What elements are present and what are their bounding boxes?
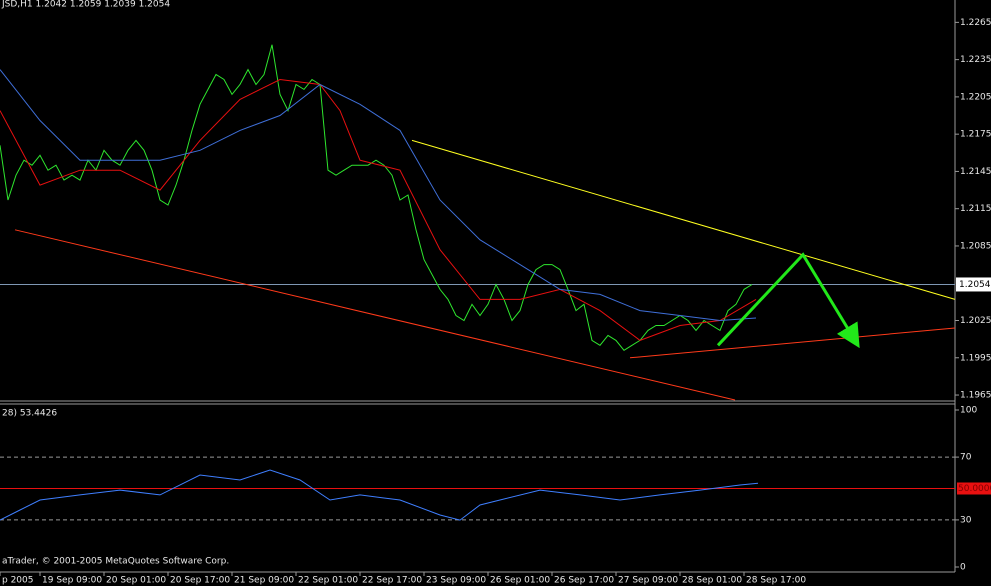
current-price-box [956,277,991,292]
x-tick-label: 26 Sep 17:00 [554,576,614,586]
x-tick-label: 22 Sep 17:00 [362,576,422,586]
x-tick-label: 27 Sep 09:00 [618,576,678,586]
y-tick-label: 1.2205 [960,92,991,102]
y-tick-label: 1.1995 [960,353,991,363]
y-tick-label: 0 [960,563,966,573]
series-line [0,78,757,341]
x-tick-label: 20 Sep 01:00 [106,576,166,586]
x-tick-label: 21 Sep 09:00 [234,576,294,586]
x-tick-label: 28 Sep 01:00 [682,576,742,586]
forecast-arrow [716,252,860,349]
x-tick-label: 22 Sep 01:00 [298,576,358,586]
series-line [14,229,736,401]
series-line [411,139,956,300]
copyright: aTrader, © 2001-2005 MetaQuotes Software… [2,557,229,567]
current-price-label: 1.2054 [959,280,991,290]
series-line [629,327,956,359]
chart-header: JSD,H1 1.2042 1.2059 1.2039 1.2054 [1,0,170,10]
y-tick-label: 1.2115 [960,204,991,214]
y-tick-label: 70 [960,453,972,463]
level-label: 50.0000 [958,484,991,494]
x-tick-label: 19 Sep 09:00 [42,576,102,586]
y-tick-label: 100 [960,406,977,416]
series-line [0,469,759,521]
y-tick-label: 1.2235 [960,55,991,65]
y-tick-label: 1.2085 [960,241,991,251]
x-tick-label: 20 Sep 17:00 [170,576,230,586]
x-tick-label: 26 Sep 01:00 [490,576,550,586]
x-tick-label: 28 Sep 17:00 [746,576,806,586]
x-tick-label: p 2005 [2,576,33,586]
y-tick-label: 1.2145 [960,167,991,177]
y-tick-label: 30 [960,515,972,525]
series-line [0,69,757,322]
x-tick-label: 23 Sep 09:00 [426,576,486,586]
y-tick-label: 1.2025 [960,316,991,326]
series-line [0,44,753,351]
level-label-box [957,482,991,495]
indicator-title: 28) 53.4426 [2,409,57,419]
y-tick-label: 1.1965 [960,391,991,401]
y-tick-label: 1.2265 [960,18,991,28]
y-tick-label: 1.2175 [960,130,991,140]
